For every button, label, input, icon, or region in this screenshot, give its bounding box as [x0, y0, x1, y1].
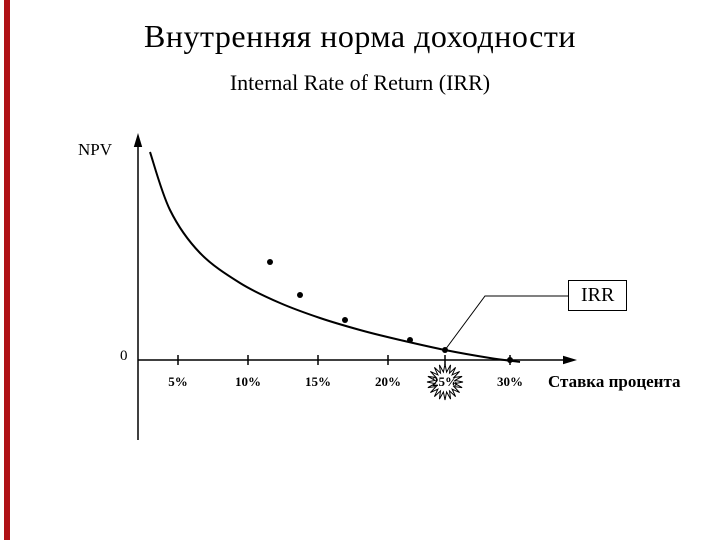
- x-axis-label: Ставка процента: [548, 372, 681, 392]
- x-tick-label: 30%: [497, 374, 523, 390]
- x-tick-label: 15%: [305, 374, 331, 390]
- irr-callout-box: IRR: [568, 280, 627, 311]
- slide-root: Внутренняя норма доходности Internal Rat…: [0, 0, 720, 540]
- y-axis-label: NPV: [78, 140, 112, 160]
- x-tick-label: 5%: [168, 374, 188, 390]
- x-tick-label: 25%: [432, 374, 458, 390]
- x-tick-label: 20%: [375, 374, 401, 390]
- x-tick-label: 10%: [235, 374, 261, 390]
- chart-canvas: [0, 0, 720, 540]
- origin-zero-label: 0: [120, 348, 128, 365]
